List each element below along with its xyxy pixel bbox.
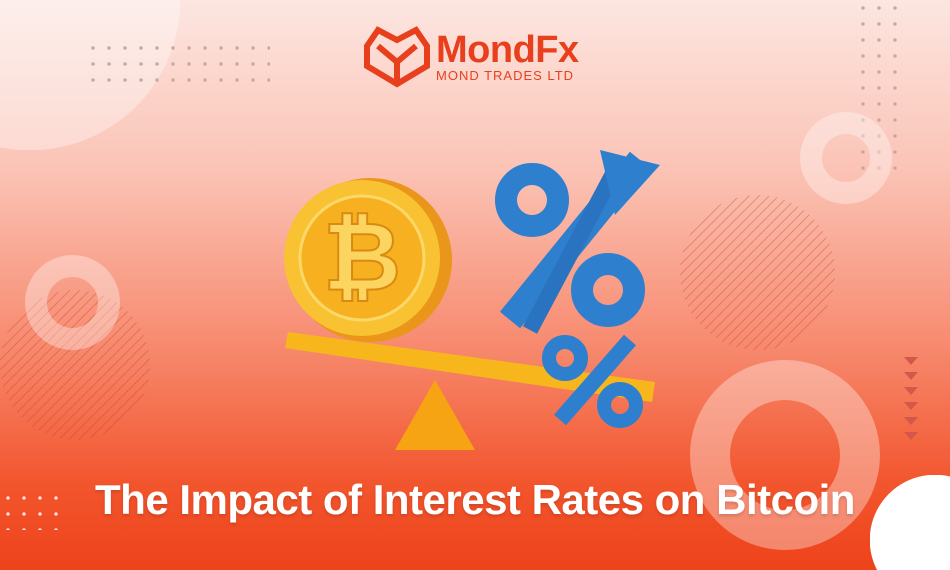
illustration: ₿ <box>284 150 660 450</box>
decor-circle <box>870 475 950 570</box>
seesaw-plank <box>285 332 655 402</box>
bitcoin-coin-icon: ₿ <box>284 178 452 342</box>
decor-ring <box>800 112 892 204</box>
decor-ring <box>25 255 120 350</box>
logo: MondFx MOND TRADES LTD <box>364 26 579 88</box>
headline: The Impact of Interest Rates on Bitcoin <box>95 476 855 523</box>
logo-tagline: MOND TRADES LTD <box>436 67 575 83</box>
logo-brand: MondFx <box>436 28 579 71</box>
decor-dots <box>85 40 270 90</box>
seesaw-base <box>395 380 475 450</box>
svg-text:₿: ₿ <box>323 204 401 311</box>
decor-triangles <box>903 355 919 445</box>
decor-hatch <box>680 195 835 350</box>
logo-mark-icon <box>364 26 430 88</box>
up-arrow-icon <box>522 150 660 334</box>
decor-dots <box>0 490 70 530</box>
